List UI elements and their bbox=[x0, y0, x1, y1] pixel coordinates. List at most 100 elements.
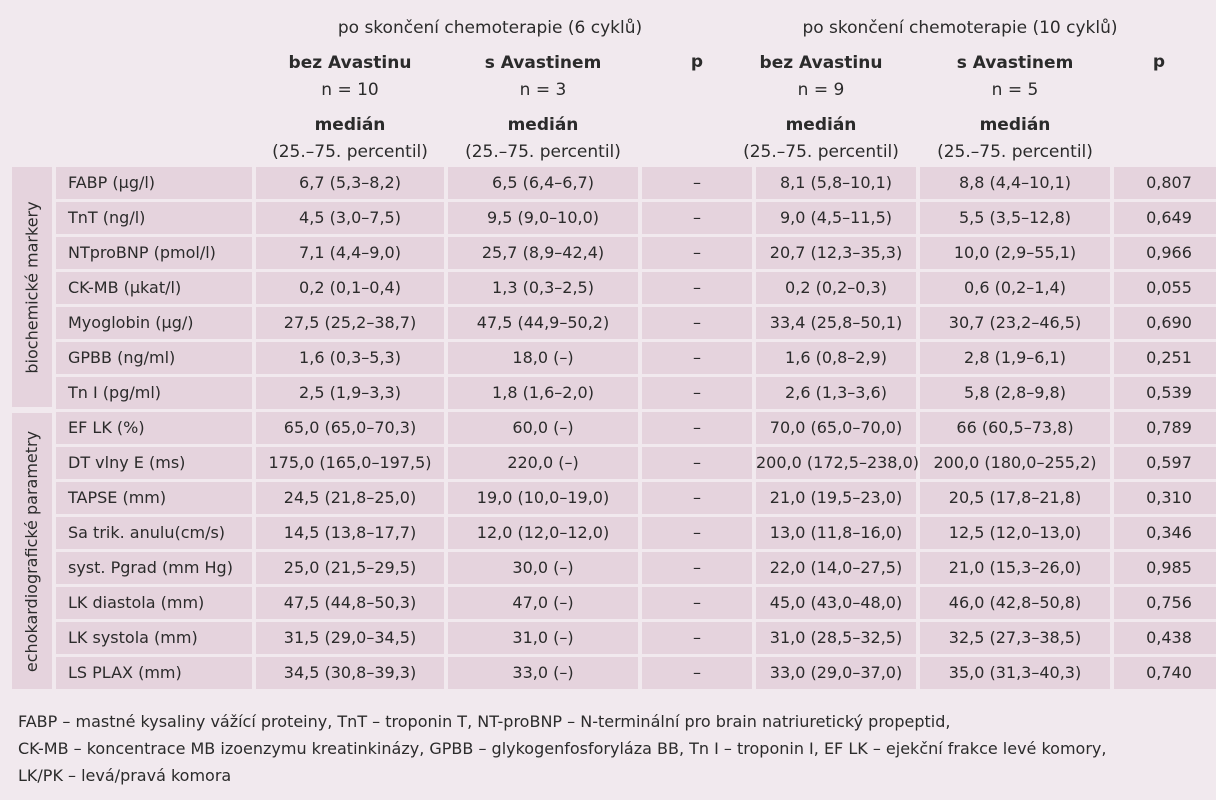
cell-without-avastin-10: 0,2 (0,2–0,3) bbox=[756, 272, 916, 304]
cell-p-10: 0,438 bbox=[1114, 622, 1216, 654]
section-label-biochemical: biochemické markery bbox=[12, 167, 52, 407]
cell-with-avastin-10: 0,6 (0,2–1,4) bbox=[920, 272, 1110, 304]
cell-without-avastin-6: 31,5 (29,0–34,5) bbox=[256, 622, 444, 654]
cell-p-10: 0,649 bbox=[1114, 202, 1216, 234]
cell-p-6: – bbox=[642, 552, 752, 584]
col-header-with-avastin-10: s Avastinem n = 5 medián (25.–75. percen… bbox=[920, 50, 1110, 166]
cell-without-avastin-10: 8,1 (5,8–10,1) bbox=[756, 167, 916, 199]
cell-with-avastin-10: 5,8 (2,8–9,8) bbox=[920, 377, 1110, 409]
cell-p-6: – bbox=[642, 237, 752, 269]
cell-with-avastin-10: 8,8 (4,4–10,1) bbox=[920, 167, 1110, 199]
cell-without-avastin-10: 20,7 (12,3–35,3) bbox=[756, 237, 916, 269]
cell-without-avastin-10: 2,6 (1,3–3,6) bbox=[756, 377, 916, 409]
cell-p-6: – bbox=[642, 482, 752, 514]
row-label: LS PLAX (mm) bbox=[56, 657, 252, 689]
cell-p-10: 0,251 bbox=[1114, 342, 1216, 374]
cell-with-avastin-6: 19,0 (10,0–19,0) bbox=[448, 482, 638, 514]
cell-p-10: 0,966 bbox=[1114, 237, 1216, 269]
cell-without-avastin-10: 31,0 (28,5–32,5) bbox=[756, 622, 916, 654]
col-header-range: (25.–75. percentil) bbox=[465, 142, 621, 162]
section-label-echo: echokardiografické parametry bbox=[12, 413, 52, 689]
cell-with-avastin-10: 21,0 (15,3–26,0) bbox=[920, 552, 1110, 584]
row-label: TAPSE (mm) bbox=[56, 482, 252, 514]
cell-with-avastin-10: 12,5 (12,0–13,0) bbox=[920, 517, 1110, 549]
col-header-name: bez Avastinu bbox=[759, 53, 883, 73]
col-header-n: n = 9 bbox=[797, 80, 845, 100]
cell-without-avastin-10: 9,0 (4,5–11,5) bbox=[756, 202, 916, 234]
cell-without-avastin-10: 22,0 (14,0–27,5) bbox=[756, 552, 916, 584]
cell-with-avastin-6: 31,0 (–) bbox=[448, 622, 638, 654]
table-row: LS PLAX (mm) 34,5 (30,8–39,3) 33,0 (–) –33,… bbox=[56, 657, 1216, 689]
cell-p-6: – bbox=[642, 657, 752, 689]
cell-with-avastin-6: 30,0 (–) bbox=[448, 552, 638, 584]
footnote-line: FABP – mastné kysaliny vážící proteiny, … bbox=[18, 712, 951, 731]
cell-without-avastin-6: 1,6 (0,3–5,3) bbox=[256, 342, 444, 374]
cell-p-10: 0,985 bbox=[1114, 552, 1216, 584]
cell-p-6: – bbox=[642, 202, 752, 234]
col-header-name: s Avastinem bbox=[956, 53, 1074, 73]
cell-without-avastin-6: 175,0 (165,0–197,5) bbox=[256, 447, 444, 479]
cell-p-10: 0,756 bbox=[1114, 587, 1216, 619]
cell-p-10: 0,740 bbox=[1114, 657, 1216, 689]
cell-without-avastin-6: 4,5 (3,0–7,5) bbox=[256, 202, 444, 234]
cell-without-avastin-10: 45,0 (43,0–48,0) bbox=[756, 587, 916, 619]
cell-p-10: 0,597 bbox=[1114, 447, 1216, 479]
cell-with-avastin-6: 1,3 (0,3–2,5) bbox=[448, 272, 638, 304]
table-row: FABP (µg/l) 6,7 (5,3–8,2) 6,5 (6,4–6,7) –8,… bbox=[56, 167, 1216, 199]
cell-p-10: 0,055 bbox=[1114, 272, 1216, 304]
col-header-range: (25.–75. percentil) bbox=[937, 142, 1093, 162]
table-row: TAPSE (mm) 24,5 (21,8–25,0) 19,0 (10,0–19,… bbox=[56, 482, 1216, 514]
cell-with-avastin-6: 47,0 (–) bbox=[448, 587, 638, 619]
table-row: EF LK (%) 65,0 (65,0–70,3) 60,0 (–) –70,0 (… bbox=[56, 412, 1216, 444]
col-header-n: n = 3 bbox=[519, 80, 567, 100]
cell-without-avastin-6: 47,5 (44,8–50,3) bbox=[256, 587, 444, 619]
table-row: LK systola (mm) 31,5 (29,0–34,5) 31,0 (–) –… bbox=[56, 622, 1216, 654]
table-row: NTproBNP (pmol/l) 7,1 (4,4–9,0) 25,7 (8,9–… bbox=[56, 237, 1216, 269]
col-header-p-10: p bbox=[1152, 52, 1166, 72]
cell-without-avastin-6: 27,5 (25,2–38,7) bbox=[256, 307, 444, 339]
col-header-without-avastin-6: bez Avastinu n = 10 medián (25.–75. perc… bbox=[256, 50, 444, 166]
table-row: LK diastola (mm) 47,5 (44,8–50,3) 47,0 (–)… bbox=[56, 587, 1216, 619]
row-label: syst. Pgrad (mm Hg) bbox=[56, 552, 252, 584]
cell-without-avastin-10: 21,0 (19,5–23,0) bbox=[756, 482, 916, 514]
cell-with-avastin-10: 35,0 (31,3–40,3) bbox=[920, 657, 1110, 689]
cell-without-avastin-6: 6,7 (5,3–8,2) bbox=[256, 167, 444, 199]
cell-p-6: – bbox=[642, 622, 752, 654]
col-header-stat: medián bbox=[314, 115, 386, 135]
cell-p-6: – bbox=[642, 412, 752, 444]
cell-with-avastin-6: 18,0 (–) bbox=[448, 342, 638, 374]
cell-with-avastin-6: 220,0 (–) bbox=[448, 447, 638, 479]
footnote-line: CK-MB – koncentrace MB izoenzymu kreatin… bbox=[18, 739, 1107, 758]
cell-p-6: – bbox=[642, 342, 752, 374]
table-row: Tn I (pg/ml) 2,5 (1,9–3,3) 1,8 (1,6–2,0) –2… bbox=[56, 377, 1216, 409]
cell-p-10: 0,346 bbox=[1114, 517, 1216, 549]
row-label: Myoglobin (µg/) bbox=[56, 307, 252, 339]
row-label: Sa trik. anulu(cm/s) bbox=[56, 517, 252, 549]
col-header-name: s Avastinem bbox=[484, 53, 602, 73]
footnote: FABP – mastné kysaliny vážící proteiny, … bbox=[18, 708, 1198, 789]
cell-p-10: 0,539 bbox=[1114, 377, 1216, 409]
cell-with-avastin-6: 60,0 (–) bbox=[448, 412, 638, 444]
group-header-6-cycles: po skončení chemoterapie (6 cyklů) bbox=[337, 18, 643, 38]
row-label: FABP (µg/l) bbox=[56, 167, 252, 199]
cell-without-avastin-10: 1,6 (0,8–2,9) bbox=[756, 342, 916, 374]
cell-with-avastin-10: 46,0 (42,8–50,8) bbox=[920, 587, 1110, 619]
cell-p-6: – bbox=[642, 307, 752, 339]
cell-without-avastin-10: 33,0 (29,0–37,0) bbox=[756, 657, 916, 689]
cell-with-avastin-10: 66 (60,5–73,8) bbox=[920, 412, 1110, 444]
row-label: NTproBNP (pmol/l) bbox=[56, 237, 252, 269]
cell-p-6: – bbox=[642, 377, 752, 409]
group-header-10-cycles: po skončení chemoterapie (10 cyklů) bbox=[802, 18, 1118, 38]
col-header-range: (25.–75. percentil) bbox=[743, 142, 899, 162]
cell-without-avastin-10: 200,0 (172,5–238,0) bbox=[756, 447, 919, 479]
cell-without-avastin-6: 24,5 (21,8–25,0) bbox=[256, 482, 444, 514]
col-header-n: n = 5 bbox=[991, 80, 1039, 100]
table-row: Myoglobin (µg/) 27,5 (25,2–38,7) 47,5 (44,… bbox=[56, 307, 1216, 339]
cell-with-avastin-10: 10,0 (2,9–55,1) bbox=[920, 237, 1110, 269]
row-label: CK-MB (µkat/l) bbox=[56, 272, 252, 304]
col-header-stat: medián bbox=[507, 115, 579, 135]
cell-with-avastin-10: 200,0 (180,0–255,2) bbox=[920, 447, 1110, 479]
cell-with-avastin-6: 25,7 (8,9–42,4) bbox=[448, 237, 638, 269]
row-label: EF LK (%) bbox=[56, 412, 252, 444]
row-label: DT vlny E (ms) bbox=[56, 447, 252, 479]
